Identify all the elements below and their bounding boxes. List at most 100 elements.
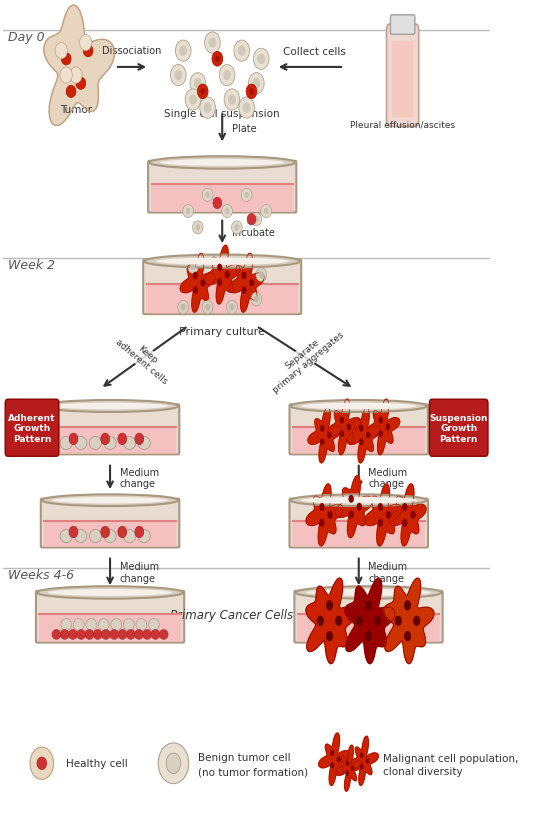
Ellipse shape <box>60 68 72 84</box>
Ellipse shape <box>187 260 198 274</box>
Ellipse shape <box>291 495 427 506</box>
Ellipse shape <box>219 66 235 87</box>
Ellipse shape <box>52 630 61 640</box>
Polygon shape <box>205 246 240 305</box>
Ellipse shape <box>234 41 250 62</box>
Polygon shape <box>389 484 426 546</box>
Ellipse shape <box>306 590 431 596</box>
Ellipse shape <box>205 33 220 54</box>
Ellipse shape <box>104 437 116 450</box>
Ellipse shape <box>319 519 324 527</box>
FancyBboxPatch shape <box>43 427 176 454</box>
Ellipse shape <box>264 209 268 215</box>
Ellipse shape <box>395 616 402 626</box>
Ellipse shape <box>135 433 144 445</box>
FancyBboxPatch shape <box>146 284 298 314</box>
Text: Primary Cancer Cells: Primary Cancer Cells <box>170 608 294 621</box>
Ellipse shape <box>205 192 210 199</box>
Ellipse shape <box>202 189 213 202</box>
Ellipse shape <box>200 98 215 119</box>
Ellipse shape <box>228 95 236 106</box>
Ellipse shape <box>60 437 72 450</box>
Ellipse shape <box>149 157 295 170</box>
Polygon shape <box>328 400 361 455</box>
Text: Keep
adherent cells: Keep adherent cells <box>113 330 175 386</box>
FancyBboxPatch shape <box>387 25 419 127</box>
Ellipse shape <box>138 437 150 450</box>
Ellipse shape <box>365 600 372 611</box>
Ellipse shape <box>379 431 383 437</box>
Ellipse shape <box>378 519 383 527</box>
Ellipse shape <box>208 38 216 49</box>
Ellipse shape <box>98 619 109 631</box>
Ellipse shape <box>247 215 256 226</box>
Ellipse shape <box>244 192 249 199</box>
Ellipse shape <box>190 74 206 95</box>
Ellipse shape <box>160 160 285 167</box>
Ellipse shape <box>89 437 101 450</box>
Ellipse shape <box>257 54 265 65</box>
Ellipse shape <box>70 68 82 84</box>
Text: Week 2: Week 2 <box>8 259 55 272</box>
Ellipse shape <box>366 758 369 764</box>
Ellipse shape <box>224 90 240 111</box>
Ellipse shape <box>227 301 237 314</box>
Ellipse shape <box>151 630 160 640</box>
Ellipse shape <box>77 630 85 640</box>
Ellipse shape <box>235 225 240 231</box>
Ellipse shape <box>261 206 272 219</box>
Text: Pleural effusion/ascites: Pleural effusion/ascites <box>350 120 455 129</box>
Ellipse shape <box>144 256 300 269</box>
Ellipse shape <box>410 511 416 519</box>
Ellipse shape <box>252 79 260 89</box>
Ellipse shape <box>118 433 127 445</box>
Ellipse shape <box>359 425 364 432</box>
Ellipse shape <box>136 619 147 631</box>
Ellipse shape <box>339 417 344 424</box>
Text: Medium
change: Medium change <box>120 467 159 489</box>
Ellipse shape <box>61 619 71 631</box>
FancyBboxPatch shape <box>430 400 488 457</box>
Polygon shape <box>347 408 380 464</box>
Text: Day 0: Day 0 <box>8 31 44 44</box>
Polygon shape <box>349 736 379 785</box>
Ellipse shape <box>224 209 229 215</box>
FancyBboxPatch shape <box>293 427 425 454</box>
Ellipse shape <box>402 519 408 527</box>
Ellipse shape <box>193 273 198 280</box>
FancyBboxPatch shape <box>294 591 442 643</box>
Ellipse shape <box>75 437 87 450</box>
Ellipse shape <box>159 630 168 640</box>
Ellipse shape <box>241 189 252 202</box>
Ellipse shape <box>402 504 408 511</box>
Ellipse shape <box>243 103 250 114</box>
Ellipse shape <box>76 78 86 90</box>
Text: Benign tumor cell: Benign tumor cell <box>198 752 291 762</box>
Ellipse shape <box>111 619 122 631</box>
Ellipse shape <box>386 424 390 431</box>
Ellipse shape <box>124 619 134 631</box>
Ellipse shape <box>118 630 127 640</box>
Text: Collect cells: Collect cells <box>284 47 346 57</box>
Ellipse shape <box>213 198 222 210</box>
Ellipse shape <box>335 616 342 626</box>
FancyBboxPatch shape <box>36 591 184 643</box>
Ellipse shape <box>179 47 187 57</box>
Ellipse shape <box>37 586 183 599</box>
Ellipse shape <box>360 763 364 769</box>
Ellipse shape <box>346 424 351 431</box>
Polygon shape <box>308 408 341 464</box>
Ellipse shape <box>222 206 233 219</box>
Ellipse shape <box>190 264 195 270</box>
Ellipse shape <box>193 287 198 295</box>
Ellipse shape <box>37 757 47 770</box>
FancyBboxPatch shape <box>148 161 296 213</box>
Ellipse shape <box>249 280 254 287</box>
Ellipse shape <box>355 616 363 626</box>
Ellipse shape <box>251 292 262 306</box>
Ellipse shape <box>349 495 354 503</box>
Text: Single cell suspension: Single cell suspension <box>164 109 280 119</box>
Ellipse shape <box>197 85 208 100</box>
Ellipse shape <box>254 217 259 224</box>
Text: Weeks 4-6: Weeks 4-6 <box>8 568 74 581</box>
